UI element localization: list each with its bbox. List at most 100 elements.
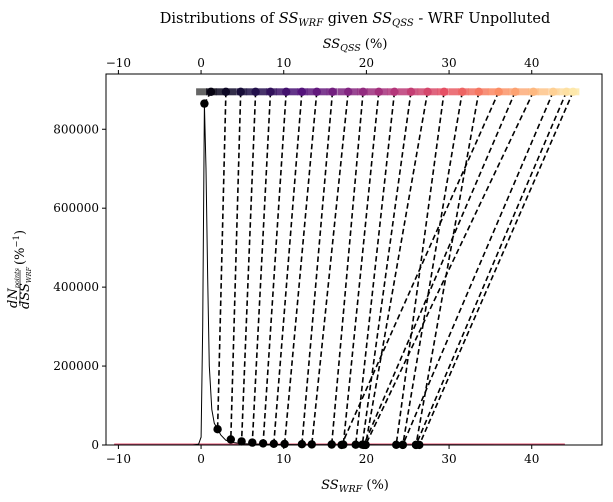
qss-bin (538, 88, 549, 96)
qss-marker (206, 87, 216, 97)
connector-line (415, 91, 480, 446)
qss-bin (448, 88, 459, 96)
y-tick-label: 600000 (53, 201, 99, 215)
qss-bin (316, 88, 328, 96)
connector-line (364, 91, 535, 446)
qss-bin (287, 88, 298, 96)
qss-bin (487, 88, 499, 96)
connector-line (240, 91, 257, 442)
x-axis-ticks: −10 0 10 20 30 40 (106, 445, 539, 466)
x-tick-label: 40 (524, 452, 539, 466)
connector-line (364, 91, 429, 445)
qss-bin (367, 88, 378, 96)
connector-line (402, 91, 554, 446)
wrf-marker (269, 439, 278, 448)
qss-bin (225, 88, 237, 96)
svg-text:dSSWRF: dSSWRF (18, 267, 33, 309)
qss-marker (266, 87, 275, 97)
qss-marker (423, 87, 432, 97)
qss-marker (529, 87, 538, 97)
qss-marker (390, 87, 399, 97)
qss-marker (358, 87, 368, 97)
qss-marker (297, 87, 307, 97)
qss-marker (344, 87, 353, 97)
qss-bin (347, 88, 358, 96)
qss-marker (406, 87, 416, 97)
y-axis-ticks: 0 200000 400000 600000 800000 (53, 122, 106, 452)
top-axis-ticks: −10 0 10 20 30 40 (106, 56, 539, 74)
qss-bin (196, 88, 207, 96)
chart-title: Distributions of SSWRF given SSQSS - WRF… (160, 11, 550, 29)
connector-lines (203, 91, 574, 446)
wrf-marker (248, 438, 257, 447)
y-tick-label: 200000 (53, 359, 99, 373)
y-axis-label: dNpoints dSSWRF (%−1) (6, 230, 33, 309)
wrf-marker (280, 439, 289, 449)
qss-marker (312, 87, 321, 97)
qss-bin (337, 88, 348, 96)
x-tick-label: 0 (197, 452, 205, 466)
x-tick-label: 10 (276, 452, 291, 466)
connector-line (262, 91, 287, 444)
qss-bin (478, 88, 489, 96)
connector-line (342, 91, 380, 445)
wrf-marker (200, 99, 209, 108)
qss-marker (549, 87, 558, 97)
qss-bin (276, 88, 287, 96)
qss-marker (458, 87, 467, 97)
x-tick-label: 30 (441, 452, 456, 466)
qss-bin (306, 88, 318, 96)
qss-marker (374, 87, 383, 97)
connector-line (340, 91, 500, 446)
top-tick-label: 0 (197, 56, 205, 70)
top-axis-label: SSQSS (%) (323, 37, 388, 54)
top-tick-label: 30 (441, 56, 456, 70)
connector-line (361, 91, 412, 445)
x-tick-label: −10 (106, 452, 131, 466)
qss-marker (494, 87, 503, 97)
connector-line (415, 91, 568, 446)
qss-bin (397, 88, 409, 96)
connector-line (230, 91, 242, 440)
qss-bin (518, 88, 529, 96)
connector-line (301, 91, 334, 445)
qss-bin (427, 88, 439, 96)
top-tick-label: 40 (524, 56, 539, 70)
connector-line (363, 91, 516, 446)
wrf-marker (307, 440, 316, 449)
wrf-marker (226, 435, 235, 444)
connector-line (283, 91, 318, 445)
qss-marker (282, 87, 291, 97)
qss-marker (328, 87, 337, 97)
connector-line (354, 91, 396, 445)
qss-marker (251, 87, 260, 97)
x-tick-label: 20 (359, 452, 374, 466)
qss-marker (511, 87, 520, 97)
top-tick-label: −10 (106, 56, 131, 70)
qss-marker (562, 87, 571, 97)
qss-bin (498, 88, 510, 96)
qss-marker (221, 87, 231, 97)
y-tick-label: 0 (91, 438, 99, 452)
qss-bin (256, 88, 267, 96)
qss-marker (236, 87, 245, 97)
svg-text:dNpoints: dNpoints (6, 267, 21, 308)
qss-bin (417, 88, 429, 96)
svg-text:(%−1): (%−1) (12, 230, 28, 265)
top-tick-label: 10 (276, 56, 291, 70)
qss-marker (474, 87, 483, 97)
wrf-marker (297, 440, 307, 449)
distribution-line (110, 103, 565, 446)
qss-bin (215, 88, 227, 96)
wrf-marker (237, 437, 246, 446)
connector-line (402, 91, 464, 445)
qss-marker (439, 87, 449, 97)
wrf-marker (258, 439, 268, 448)
y-tick-label: 400000 (53, 280, 99, 294)
y-tick-label: 800000 (53, 122, 99, 136)
connector-line (330, 91, 364, 445)
distribution-curve (110, 103, 565, 446)
connector-line (418, 91, 574, 446)
wrf-marker (213, 425, 222, 434)
